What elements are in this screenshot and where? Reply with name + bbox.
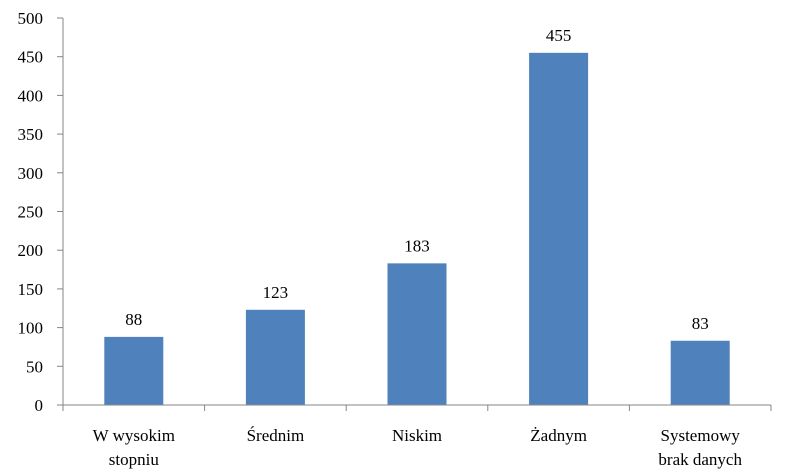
y-tick-label: 500 — [18, 9, 44, 28]
x-category-label: W wysokim — [93, 426, 175, 445]
y-tick-label: 0 — [35, 396, 44, 415]
x-category-label: brak danych — [658, 450, 742, 469]
bar — [670, 340, 730, 405]
bar — [529, 52, 589, 406]
y-tick-label: 200 — [18, 241, 44, 260]
x-category-label: Średnim — [247, 426, 305, 445]
y-axis-ticks: 0 50 100 150 200 250 300 350 400 450 500 — [18, 9, 772, 415]
data-label: 455 — [546, 26, 572, 45]
y-tick-label: 350 — [18, 125, 44, 144]
x-category-label: Niskim — [392, 426, 442, 445]
bar — [104, 336, 164, 405]
data-labels: 88 123 183 455 83 — [125, 26, 708, 333]
y-tick-label: 150 — [18, 280, 44, 299]
bars — [104, 52, 730, 406]
x-axis-labels: W wysokim stopniu Średnim Niskim Żadnym Syste… — [93, 426, 743, 469]
y-tick-label: 50 — [26, 357, 43, 376]
bar — [387, 263, 447, 405]
y-tick-label: 450 — [18, 48, 44, 67]
data-label: 183 — [404, 236, 430, 255]
y-tick-label: 300 — [18, 164, 44, 183]
x-category-label: Systemowy — [661, 426, 741, 445]
data-label: 123 — [263, 283, 289, 302]
y-tick-label: 250 — [18, 203, 44, 222]
y-tick-label: 100 — [18, 319, 44, 338]
y-tick-label: 400 — [18, 86, 44, 105]
data-label: 83 — [692, 314, 709, 333]
x-category-label: stopniu — [109, 450, 160, 469]
data-label: 88 — [125, 310, 142, 329]
x-category-label: Żadnym — [530, 426, 587, 445]
bar — [245, 309, 305, 405]
